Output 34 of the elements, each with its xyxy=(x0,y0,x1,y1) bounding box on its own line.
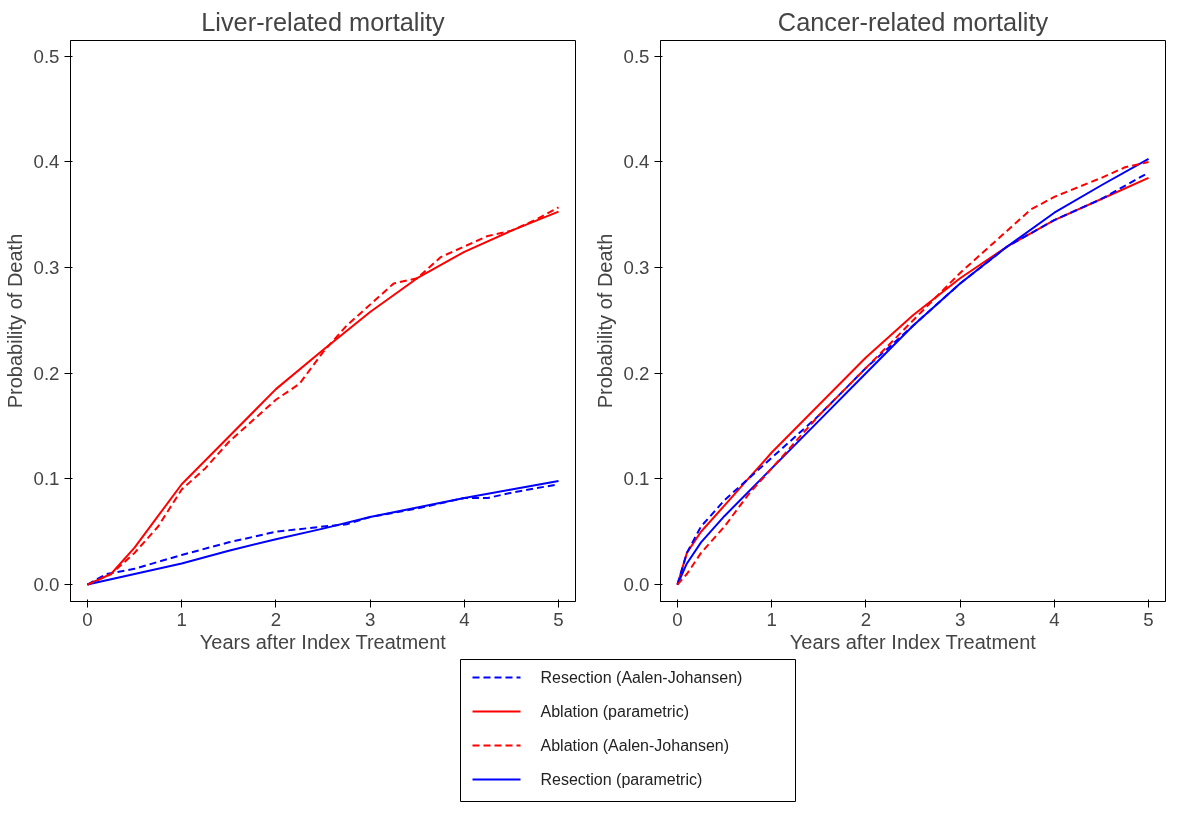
x-tick-label: 1 xyxy=(766,608,777,630)
y-tick-label: 0.4 xyxy=(623,151,650,173)
x-tick-label: 5 xyxy=(553,608,564,630)
y-tick-label: 0.4 xyxy=(33,151,60,173)
x-tick-label: 4 xyxy=(1049,608,1060,630)
y-tick-label: 0.3 xyxy=(623,257,650,279)
chart-title: Liver-related mortality xyxy=(201,7,446,36)
x-tick-label: 0 xyxy=(672,608,683,630)
x-tick-label: 0 xyxy=(82,608,93,630)
legend-label: Resection (Aalen-Johansen) xyxy=(540,669,743,686)
y-tick-label: 0.3 xyxy=(33,257,60,279)
x-tick-label: 3 xyxy=(954,608,966,630)
legend-label: Ablation (parametric) xyxy=(540,703,689,720)
y-axis-title: Probability of Death xyxy=(3,233,26,409)
y-tick-label: 0.1 xyxy=(33,468,60,490)
legend-label: Resection (parametric) xyxy=(540,771,703,788)
chart-title: Cancer-related mortality xyxy=(777,7,1049,36)
x-tick-label: 1 xyxy=(176,608,187,630)
x-tick-label: 4 xyxy=(459,608,470,630)
x-tick-label: 2 xyxy=(270,608,282,630)
legend-label: Ablation (Aalen-Johansen) xyxy=(540,737,730,754)
y-tick-label: 0.2 xyxy=(623,362,650,384)
x-tick-label: 5 xyxy=(1143,608,1154,630)
y-tick-label: 0.2 xyxy=(33,362,60,384)
x-axis-title: Years after Index Treatment xyxy=(199,630,447,653)
y-tick-label: 0.5 xyxy=(623,45,650,67)
y-axis-title: Probability of Death xyxy=(593,233,616,409)
x-tick-label: 3 xyxy=(364,608,376,630)
y-tick-label: 0.1 xyxy=(623,468,650,490)
y-tick-label: 0.5 xyxy=(33,45,60,67)
x-tick-label: 2 xyxy=(860,608,872,630)
y-tick-label: 0.0 xyxy=(33,574,60,596)
y-tick-label: 0.0 xyxy=(623,574,650,596)
x-axis-title: Years after Index Treatment xyxy=(789,630,1037,653)
